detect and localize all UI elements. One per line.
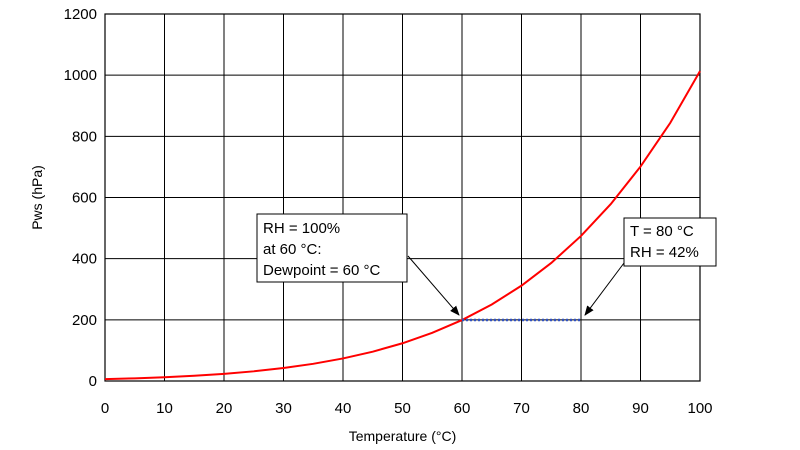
callout-rh-line-1: T = 80 °C — [630, 223, 694, 240]
grid — [104, 13, 701, 382]
x-tick-labels: 0 10 20 30 40 50 60 70 80 90 100 — [101, 400, 713, 417]
y-axis-label: Pws (hPa) — [29, 165, 45, 230]
x-tick-label: 10 — [156, 400, 173, 417]
callout-rh-arrow — [584, 262, 625, 316]
callout-dewpoint-arrow — [407, 255, 460, 316]
y-tick-label: 1000 — [64, 67, 97, 84]
saturation-pressure-curve — [104, 70, 701, 381]
x-tick-label: 100 — [687, 400, 712, 417]
callout-dewpoint-line-3: Dewpoint = 60 °C — [263, 262, 380, 279]
x-tick-label: 80 — [573, 400, 590, 417]
x-tick-label: 40 — [335, 400, 352, 417]
callout-dewpoint: RH = 100% at 60 °C: Dewpoint = 60 °C — [256, 213, 460, 316]
plot-area-frame — [104, 13, 701, 382]
y-tick-label: 200 — [72, 312, 97, 329]
y-tick-label: 600 — [72, 190, 97, 207]
x-tick-label: 60 — [454, 400, 471, 417]
y-tick-label: 1200 — [64, 6, 97, 23]
y-tick-labels: 0 200 400 600 800 1000 1200 — [64, 6, 97, 390]
y-tick-label: 400 — [72, 251, 97, 268]
callout-rh-box — [623, 217, 717, 267]
x-tick-label: 20 — [216, 400, 233, 417]
callout-dewpoint-box — [256, 213, 408, 283]
x-tick-label: 70 — [513, 400, 530, 417]
x-tick-label: 0 — [101, 400, 109, 417]
x-axis-label: Temperature (°C) — [349, 428, 457, 444]
callout-rh-line-2: RH = 42% — [630, 244, 699, 261]
x-tick-label: 50 — [394, 400, 411, 417]
y-tick-label: 0 — [89, 373, 97, 390]
callout-dewpoint-line-1: RH = 100% — [263, 220, 340, 237]
y-tick-label: 800 — [72, 128, 97, 145]
x-tick-label: 90 — [632, 400, 649, 417]
x-tick-label: 30 — [275, 400, 292, 417]
callout-dewpoint-line-2: at 60 °C: — [263, 241, 322, 258]
callout-rh: T = 80 °C RH = 42% — [584, 217, 717, 316]
